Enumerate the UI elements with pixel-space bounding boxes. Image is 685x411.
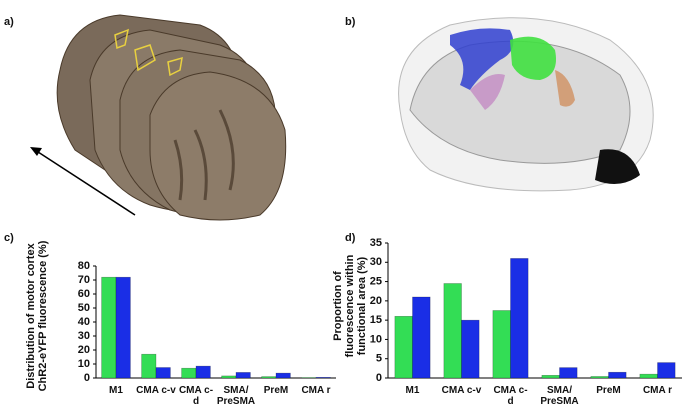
y-tick-label: 10 [370, 333, 382, 345]
bar [195, 365, 211, 379]
x-tick-label: CMA c-v [441, 385, 482, 396]
y-tick-label: 40 [78, 316, 90, 328]
bar [275, 372, 291, 379]
y-tick-label: 15 [370, 314, 382, 326]
y-tick-label: 80 [78, 260, 90, 272]
bar [412, 296, 431, 379]
y-tick-label: 10 [78, 358, 90, 370]
x-tick-label: SMA/ PreSMA [540, 385, 579, 407]
bar [115, 276, 131, 379]
bar [608, 371, 627, 379]
brain-slices [30, 14, 287, 221]
x-tick-label: M1 [405, 385, 420, 396]
y-tick-label: 70 [78, 274, 90, 286]
bar [510, 258, 529, 379]
bar [492, 310, 511, 379]
y-tick-label: 20 [370, 295, 382, 307]
y-axis-label: Distribution of motor cortex ChR2-eYFP f… [25, 240, 49, 392]
x-tick-label: PreM [263, 385, 289, 396]
y-tick-label: 30 [78, 330, 90, 342]
y-tick-label: 5 [376, 353, 382, 365]
bar [155, 367, 171, 379]
bar [559, 367, 578, 379]
bar [541, 374, 560, 379]
y-tick-label: 50 [78, 302, 90, 314]
bar [181, 367, 197, 379]
y-tick-label: 25 [370, 275, 382, 287]
bar [141, 353, 157, 379]
y-tick-label: 35 [370, 237, 382, 249]
bar [639, 373, 658, 379]
bar [221, 375, 237, 379]
y-tick-label: 30 [370, 256, 382, 268]
bar [461, 319, 480, 379]
x-tick-label: CMA c-d [493, 385, 528, 407]
x-tick-label: CMA c-v [136, 385, 176, 396]
y-tick-label: 0 [376, 372, 382, 384]
y-tick-label: 0 [84, 372, 90, 384]
bar [657, 362, 676, 379]
x-tick-label: CMA r [642, 385, 673, 396]
y-axis-label: Proportion of fluorescence within functi… [332, 254, 368, 358]
x-tick-label: CMA r [301, 385, 331, 396]
panel-label: d) [345, 232, 356, 244]
bar [394, 315, 413, 379]
y-tick-label: 20 [78, 344, 90, 356]
brain-3d [398, 17, 654, 192]
x-tick-label: SMA/ PreSMA [216, 385, 256, 407]
x-tick-label: M1 [109, 385, 123, 396]
bar [443, 283, 462, 379]
x-tick-label: CMA c-d [178, 385, 214, 407]
x-tick-label: PreM [596, 385, 621, 396]
bar [101, 276, 117, 379]
panel-label: c) [4, 232, 14, 244]
bar [590, 376, 609, 379]
y-tick-label: 60 [78, 288, 90, 300]
panel-label: b) [345, 16, 356, 28]
bar [261, 376, 277, 379]
bar [235, 372, 251, 379]
panel-label: a) [4, 16, 14, 28]
bar [315, 376, 331, 379]
